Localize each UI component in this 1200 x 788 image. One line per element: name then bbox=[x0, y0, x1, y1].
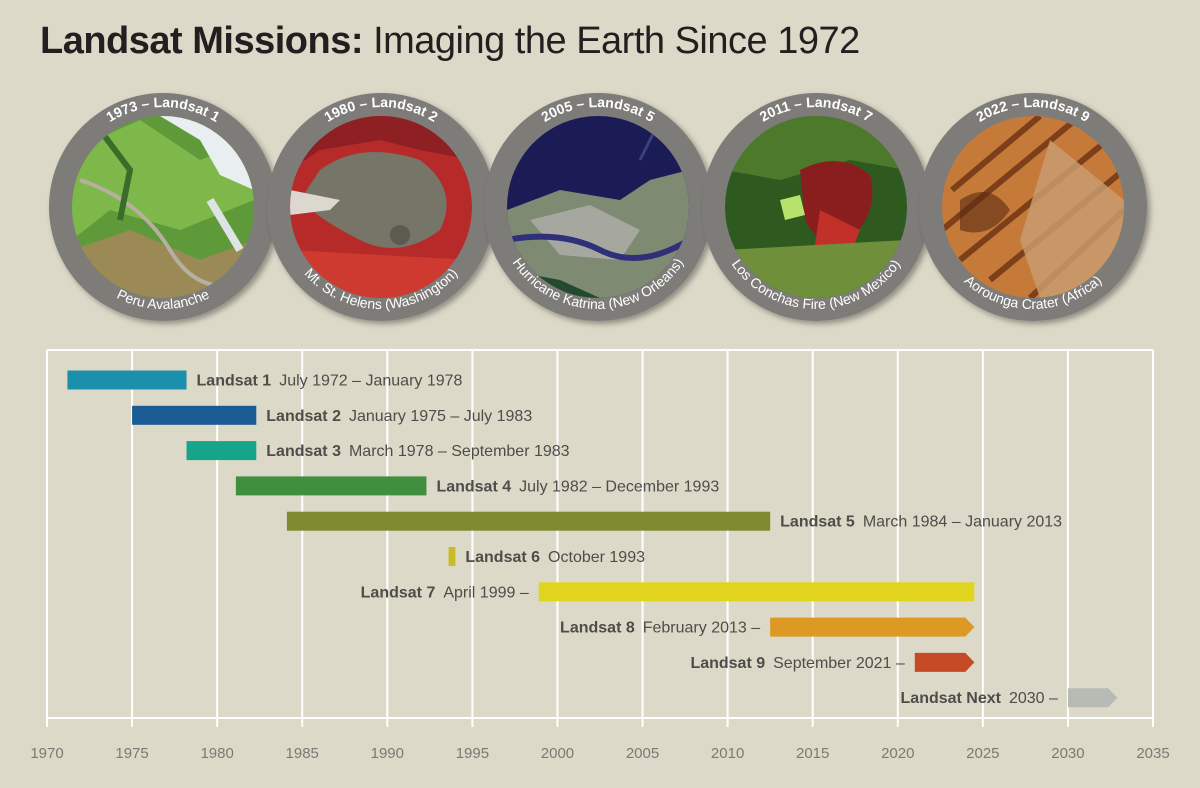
mission-dates: July 1972 – January 1978 bbox=[271, 373, 462, 390]
satellite-image-peru bbox=[72, 116, 254, 298]
image-mt-st-helens bbox=[267, 93, 495, 321]
bar-landsat-1 bbox=[67, 370, 187, 390]
image-los-conchas-fire bbox=[702, 93, 930, 321]
mission-dates: March 1984 – January 2013 bbox=[855, 514, 1062, 531]
x-tick-label-1985: 1985 bbox=[286, 745, 319, 762]
satellite-image-aorounga bbox=[942, 116, 1124, 298]
mission-label-landsat-8: Landsat 8 February 2013 – bbox=[560, 620, 760, 637]
mission-label-landsat-2: Landsat 2 January 1975 – July 1983 bbox=[266, 408, 532, 425]
mission-dates: March 1978 – September 1983 bbox=[341, 443, 570, 460]
bar-landsat-4 bbox=[235, 476, 427, 496]
mission-dates: 2030 – bbox=[1001, 690, 1058, 707]
mission-label-landsat-7: Landsat 7 April 1999 – bbox=[361, 584, 529, 601]
mission-name: Landsat Next bbox=[901, 690, 1002, 707]
mission-label-landsat-5: Landsat 5 March 1984 – January 2013 bbox=[780, 514, 1062, 531]
mission-label-landsat-3: Landsat 3 March 1978 – September 1983 bbox=[266, 443, 569, 460]
bar-landsat-2 bbox=[132, 405, 257, 425]
mission-name: Landsat 3 bbox=[266, 443, 341, 460]
bar-landsat-next bbox=[1067, 688, 1118, 708]
mission-dates: February 2013 – bbox=[635, 620, 761, 637]
mission-name: Landsat 7 bbox=[361, 584, 436, 601]
mission-label-landsat-1: Landsat 1 July 1972 – January 1978 bbox=[197, 373, 463, 390]
mission-label-landsat-4: Landsat 4 July 1982 – December 1993 bbox=[436, 478, 719, 495]
bar-landsat-9 bbox=[914, 652, 975, 672]
mission-name: Landsat 4 bbox=[436, 478, 511, 495]
x-tick-label-2005: 2005 bbox=[626, 745, 659, 762]
x-tick-label-1975: 1975 bbox=[115, 745, 148, 762]
mission-label-landsat-6: Landsat 6 October 1993 bbox=[465, 549, 645, 566]
satellite-image-katrina bbox=[507, 116, 689, 298]
satellite-image-conchas bbox=[725, 116, 907, 298]
x-tick-label-1970: 1970 bbox=[30, 745, 63, 762]
title-bold: Landsat Missions: bbox=[40, 20, 364, 62]
mission-dates: July 1982 – December 1993 bbox=[511, 478, 719, 495]
x-tick-label-2020: 2020 bbox=[881, 745, 914, 762]
x-tick-label-2035: 2035 bbox=[1136, 745, 1169, 762]
image-peru-avalanche bbox=[49, 93, 277, 321]
x-axis: 1970 1975 1980 1985 1990 1995 2000 2005 2010 2015… bbox=[30, 717, 1170, 762]
bar-landsat-7 bbox=[538, 582, 975, 602]
bar-landsat-5 bbox=[286, 511, 771, 531]
satellite-image-st-helens bbox=[290, 116, 472, 298]
title-light: Imaging the Earth Since 1972 bbox=[373, 20, 860, 62]
mission-image-gallery: 1973 – Landsat 1 Peru Avalanche 1980 – L… bbox=[49, 93, 1147, 321]
mission-dates: October 1993 bbox=[540, 549, 645, 566]
mission-dates: April 1999 – bbox=[435, 584, 528, 601]
x-tick-label-2030: 2030 bbox=[1051, 745, 1084, 762]
x-tick-label-2000: 2000 bbox=[541, 745, 574, 762]
bar-landsat-6 bbox=[448, 547, 456, 566]
mission-dates: September 2021 – bbox=[765, 655, 905, 672]
mission-name: Landsat 8 bbox=[560, 620, 635, 637]
x-tick-label-1995: 1995 bbox=[456, 745, 489, 762]
x-tick-label-2015: 2015 bbox=[796, 745, 829, 762]
image-aorounga-crater bbox=[919, 93, 1147, 321]
bar-landsat-8 bbox=[770, 617, 975, 637]
x-tick-label-2025: 2025 bbox=[966, 745, 999, 762]
mission-name: Landsat 5 bbox=[780, 514, 855, 531]
image-hurricane-katrina bbox=[484, 93, 712, 321]
mission-name: Landsat 6 bbox=[465, 549, 540, 566]
mission-name: Landsat 9 bbox=[690, 655, 765, 672]
x-tick-label-1990: 1990 bbox=[371, 745, 404, 762]
x-tick-label-2010: 2010 bbox=[711, 745, 744, 762]
page-title: Landsat Missions: Imaging the Earth Sinc… bbox=[40, 20, 860, 63]
mission-name: Landsat 2 bbox=[266, 408, 341, 425]
x-tick-label-1980: 1980 bbox=[200, 745, 233, 762]
mission-label-landsat-next: Landsat Next 2030 – bbox=[901, 690, 1059, 707]
mission-label-landsat-9: Landsat 9 September 2021 – bbox=[690, 655, 904, 672]
mission-labels: Landsat 1 July 1972 – January 1978Landsa… bbox=[197, 373, 1063, 708]
mission-dates: January 1975 – July 1983 bbox=[341, 408, 532, 425]
mission-bars bbox=[67, 370, 1118, 708]
mission-name: Landsat 1 bbox=[197, 373, 272, 390]
bar-landsat-3 bbox=[186, 441, 257, 461]
